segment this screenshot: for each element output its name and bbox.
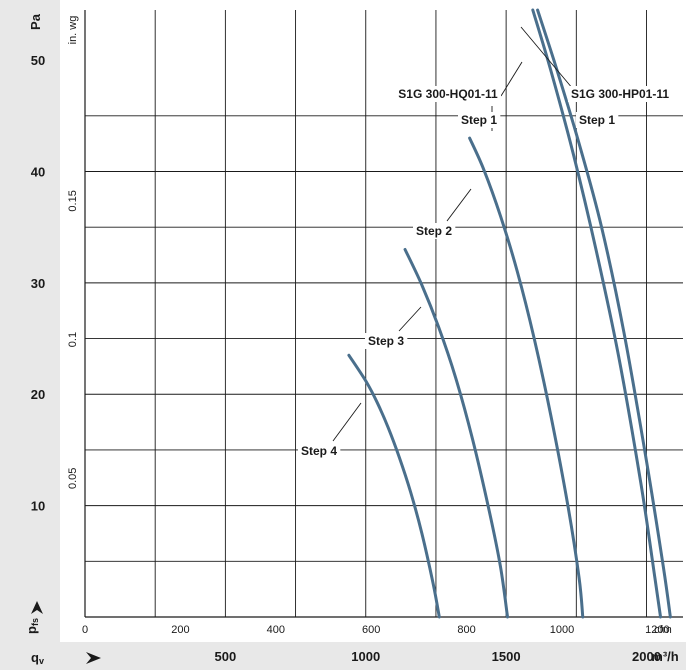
x-axis-symbol: qv <box>31 650 101 666</box>
annotation-bg <box>364 333 408 349</box>
annotation-bg <box>412 223 456 239</box>
left-axis-band <box>0 0 60 670</box>
x-unit-m3h-label: m³/h <box>651 649 679 664</box>
x-tick-m3h: 2000 <box>632 649 661 664</box>
y-symbol-p: p <box>24 626 39 634</box>
x-tick-cfm: 200 <box>171 624 189 636</box>
annotation-label: Step 4 <box>301 444 337 458</box>
x-tick-cfm: 600 <box>362 624 380 636</box>
y-tick-inwg: 0.15 <box>67 190 79 211</box>
annotation-label: Step 1 <box>579 113 615 127</box>
curves <box>347 8 672 619</box>
y-unit-inwg-label: in. wg <box>67 16 79 45</box>
x-symbol-sub: v <box>39 656 44 666</box>
annotation-bg <box>575 112 619 128</box>
annotation-bg <box>567 86 673 102</box>
y-tick-inwg: 0.1 <box>67 332 79 347</box>
curve-series-3 <box>531 8 663 619</box>
y-tick-inwg: 0.05 <box>67 468 79 489</box>
tick-labels: 10 20 30 40 50 0.05 0.1 0.15 0 200 400 600 800 1000 12… <box>31 53 670 664</box>
curve-series-1 <box>403 247 510 619</box>
annotation-leader <box>500 61 523 97</box>
annotation-leader <box>446 188 472 222</box>
x-tick-cfm: 400 <box>267 624 285 636</box>
x-axis-arrow <box>86 652 101 664</box>
annotation-label: S1G 300-HP01-11 <box>571 87 669 101</box>
y-tick-pa: 40 <box>31 164 45 179</box>
annotation-label: Step 2 <box>416 224 452 238</box>
y-tick-pa: 30 <box>31 276 45 291</box>
x-tick-cfm: 0 <box>82 624 88 636</box>
annotation-label: Step 3 <box>368 334 404 348</box>
bottom-axis-band <box>0 642 686 670</box>
svg-text:qv: qv <box>31 650 44 666</box>
x-tick-m3h: 500 <box>215 649 237 664</box>
annotation-leader <box>520 26 574 90</box>
annotation-leader <box>398 306 422 332</box>
x-tick-m3h: 1000 <box>351 649 380 664</box>
annotation-leader <box>332 402 362 442</box>
annotation-label: S1G 300-HQ01-11 <box>398 87 498 101</box>
y-unit-pa-label: Pa <box>28 13 43 30</box>
curve-series-4 <box>536 8 672 619</box>
y-tick-pa: 50 <box>31 53 45 68</box>
y-axis-symbol: pfs <box>24 601 43 634</box>
annotation-bg <box>297 443 341 459</box>
curve-series-0 <box>347 353 441 619</box>
x-symbol-q: q <box>31 650 39 665</box>
x-tick-cfm: 800 <box>457 624 475 636</box>
annotation-bg <box>395 86 502 102</box>
annotation-bg <box>457 112 501 128</box>
x-tick-m3h: 1500 <box>492 649 521 664</box>
y-symbol-sub: fs <box>30 618 40 626</box>
x-tick-cfm: 1200 <box>645 624 669 636</box>
y-tick-pa: 20 <box>31 387 45 402</box>
curve-series-2 <box>468 136 585 619</box>
y-tick-pa: 10 <box>31 499 45 514</box>
annotation-label: Step 1 <box>461 113 497 127</box>
annotations: S1G 300-HQ01-11 S1G 300-HP01-11 Step 1 Step… <box>297 26 673 459</box>
x-unit-cfm-label: cfm <box>654 624 672 636</box>
y-axis-arrow <box>31 601 43 614</box>
x-tick-cfm: 1000 <box>550 624 574 636</box>
svg-text:pfs: pfs <box>24 618 40 634</box>
grid <box>84 10 683 618</box>
